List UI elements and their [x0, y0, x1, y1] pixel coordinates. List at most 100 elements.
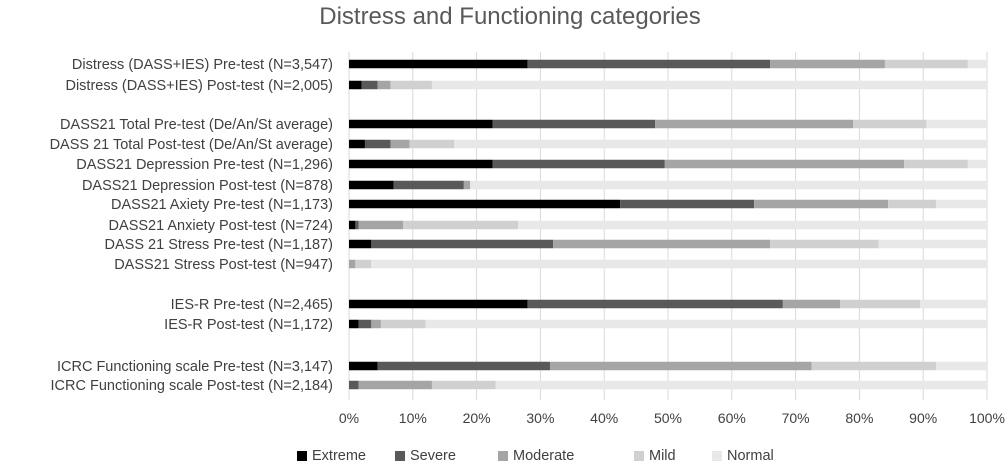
bar-segment-severe [377, 361, 550, 371]
x-tick-label: 0% [339, 410, 359, 426]
bar-segment-severe [361, 80, 378, 90]
bar-segment-severe [527, 299, 783, 309]
bar-segment-mild [355, 259, 372, 269]
category-label: IES-R Post-test (N=1,172) [164, 317, 333, 333]
bar-segment-moderate [371, 319, 381, 329]
category-label: DASS21 Anxiety Post-test (N=724) [109, 218, 333, 234]
bar-segment-mild [431, 380, 496, 390]
bar-segment-mild [853, 119, 927, 129]
bar-segment-normal [967, 159, 987, 169]
bar-segment-severe [355, 220, 359, 230]
x-tick-label: 10% [399, 410, 427, 426]
bar-segment-severe [492, 119, 656, 129]
x-tick-label: 70% [782, 410, 810, 426]
bar-segment-moderate [549, 361, 812, 371]
legend-swatch-mild [634, 451, 644, 461]
bar-segment-moderate [358, 380, 432, 390]
category-label: DASS 21 Stress Pre-test (N=1,187) [105, 237, 333, 253]
bar-segment-moderate [782, 299, 841, 309]
bar-segment-normal [425, 319, 987, 329]
bar-segment-severe [364, 139, 391, 149]
bar-segment-normal [935, 199, 987, 209]
category-label: DASS 21 Total Post-test (De/An/St averag… [50, 137, 333, 153]
bar-segment-moderate [377, 80, 391, 90]
bar-segment-extreme [349, 139, 365, 149]
x-tick-label: 30% [526, 410, 554, 426]
bars [349, 59, 988, 390]
bar-segment-moderate [358, 220, 404, 230]
chart-title: Distress and Functioning categories [319, 3, 701, 30]
bar-segment-severe [620, 199, 755, 209]
legend-label-normal: Normal [727, 448, 774, 464]
x-tick-label: 80% [845, 410, 873, 426]
bar-segment-extreme [349, 80, 362, 90]
bar-segment-moderate [553, 239, 771, 249]
bar-segment-mild [884, 59, 968, 69]
category-labels: Distress (DASS+IES) Pre-test (N=3,547) Di… [50, 57, 333, 394]
bar-segment-severe [393, 180, 464, 190]
category-label: DASS21 Stress Post-test (N=947) [114, 257, 333, 273]
bar-segment-moderate [664, 159, 905, 169]
bar-segment-normal [920, 299, 987, 309]
bar-segment-mild [403, 220, 519, 230]
category-label: DASS21 Total Pre-test (De/An/St average) [60, 117, 333, 133]
bar-segment-moderate [390, 139, 410, 149]
bar-segment-severe [371, 239, 554, 249]
category-label: DASS21 Depression Post-test (N=878) [82, 178, 333, 194]
bar-segment-normal [967, 59, 987, 69]
bar-segment-mild [840, 299, 921, 309]
x-tick-label: 20% [463, 410, 491, 426]
legend-label-extreme: Extreme [312, 448, 366, 464]
bar-segment-extreme [349, 299, 528, 309]
legend-label-moderate: Moderate [513, 448, 574, 464]
bar-segment-moderate [754, 199, 889, 209]
legend: Extreme Severe Moderate Mild Normal [297, 448, 774, 464]
bar-segment-mild [380, 319, 426, 329]
bar-segment-normal [431, 80, 987, 90]
bar-segment-normal [470, 180, 988, 190]
category-label: IES-R Pre-test (N=2,465) [171, 297, 333, 313]
category-label: DASS21 Depression Pre-test (N=1,296) [76, 157, 333, 173]
bar-segment-extreme [349, 220, 356, 230]
bar-segment-mild [811, 361, 936, 371]
bar-segment-extreme [349, 319, 359, 329]
legend-label-mild: Mild [649, 448, 676, 464]
category-label: ICRC Functioning scale Post-test (N=2,18… [51, 378, 333, 394]
x-tick-label: 40% [590, 410, 618, 426]
bar-segment-severe [358, 319, 372, 329]
category-label: Distress (DASS+IES) Post-test (N=2,005) [65, 78, 333, 94]
legend-swatch-extreme [297, 451, 307, 461]
bar-segment-mild [888, 199, 936, 209]
category-label: ICRC Functioning scale Pre-test (N=3,147… [57, 359, 333, 375]
bar-segment-mild [904, 159, 968, 169]
bar-segment-severe [349, 380, 359, 390]
bar-segment-normal [454, 139, 987, 149]
bar-segment-normal [371, 259, 988, 269]
category-label: DASS21 Axiety Pre-test (N=1,173) [111, 197, 333, 213]
bar-segment-moderate [655, 119, 854, 129]
bar-segment-normal [926, 119, 987, 129]
x-tick-label: 100% [969, 410, 1005, 426]
legend-swatch-moderate [498, 451, 508, 461]
x-tick-label: 60% [718, 410, 746, 426]
bar-segment-extreme [349, 361, 378, 371]
category-label: Distress (DASS+IES) Pre-test (N=3,547) [72, 57, 333, 73]
bar-segment-extreme [349, 119, 493, 129]
bar-segment-moderate [349, 259, 356, 269]
legend-label-severe: Severe [410, 448, 456, 464]
bar-segment-moderate [770, 59, 885, 69]
legend-swatch-normal [712, 451, 722, 461]
bar-segment-severe [492, 159, 665, 169]
bar-segment-normal [935, 361, 987, 371]
x-tick-label: 50% [654, 410, 682, 426]
bar-segment-extreme [349, 159, 493, 169]
legend-swatch-severe [395, 451, 405, 461]
bar-segment-mild [770, 239, 879, 249]
bar-segment-normal [495, 380, 987, 390]
bar-segment-mild [390, 80, 432, 90]
bar-segment-extreme [349, 180, 394, 190]
bar-segment-extreme [349, 59, 528, 69]
bar-segment-normal [518, 220, 987, 230]
